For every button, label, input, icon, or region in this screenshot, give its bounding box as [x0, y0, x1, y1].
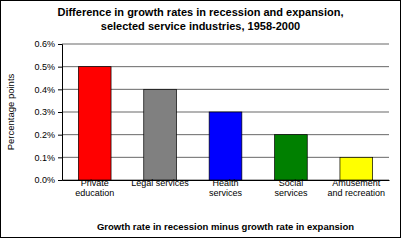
y-axis-title: Percentage points	[5, 73, 16, 150]
y-tick-label: 0.6%	[34, 39, 55, 49]
y-tick: 0.1%	[34, 153, 62, 163]
x-axis-title: Growth rate in recession minus growth ra…	[97, 221, 354, 232]
y-tick-label: 0.5%	[34, 62, 55, 72]
grid-line	[62, 44, 389, 45]
y-tick-label: 0.4%	[34, 85, 55, 95]
y-tick-label: 0.2%	[34, 130, 55, 140]
y-tick-label: 0.3%	[34, 107, 55, 117]
y-tick: 0.3%	[34, 107, 62, 117]
x-tick-label: Legal services	[131, 178, 189, 188]
y-tick: 0.4%	[34, 85, 62, 95]
y-tick: 0.2%	[34, 130, 62, 140]
x-axis: Privateeducation Legal services Healthserv…	[63, 178, 390, 198]
x-tick: Healthservices	[209, 178, 243, 198]
y-tick-mark	[58, 67, 62, 68]
y-tick-label: 0.1%	[34, 153, 55, 163]
bar	[144, 89, 177, 180]
y-tick: 0.6%	[34, 39, 62, 49]
x-tick-label: Amusementand recreation	[328, 178, 386, 198]
y-tick-mark	[58, 44, 62, 45]
bar	[340, 157, 373, 180]
title: Difference in growth rates in recession …	[57, 6, 343, 32]
y-tick-mark	[58, 89, 62, 90]
x-tick-label: Privateeducation	[75, 178, 114, 198]
grid	[62, 44, 389, 180]
plot: 0.0% 0.1% 0.2% 0.3% 0.4% 0.5% 0.6% Privateeduca…	[34, 39, 389, 198]
x-tick-label: Healthservices	[209, 178, 243, 198]
x-tick: Socialservices	[274, 178, 308, 198]
chart: Difference in growth rates in recession …	[0, 0, 401, 238]
bar	[275, 135, 308, 180]
y-axis: 0.0% 0.1% 0.2% 0.3% 0.4% 0.5% 0.6%	[34, 39, 62, 185]
y-axis-line	[58, 45, 63, 181]
x-tick: Amusementand recreation	[328, 178, 386, 198]
x-tick: Privateeducation	[75, 178, 114, 198]
y-tick: 0.5%	[34, 62, 62, 72]
x-tick: Legal services	[131, 178, 189, 188]
chart-border	[1, 1, 401, 238]
bar	[209, 112, 242, 180]
bars	[78, 67, 372, 180]
y-tick-mark	[58, 135, 62, 136]
y-tick-mark	[58, 112, 62, 113]
y-tick-mark	[58, 180, 62, 181]
y-tick: 0.0%	[34, 175, 62, 185]
bar	[78, 67, 111, 180]
y-tick-mark	[58, 157, 62, 158]
x-tick-label: Socialservices	[274, 178, 308, 198]
y-tick-label: 0.0%	[34, 175, 55, 185]
